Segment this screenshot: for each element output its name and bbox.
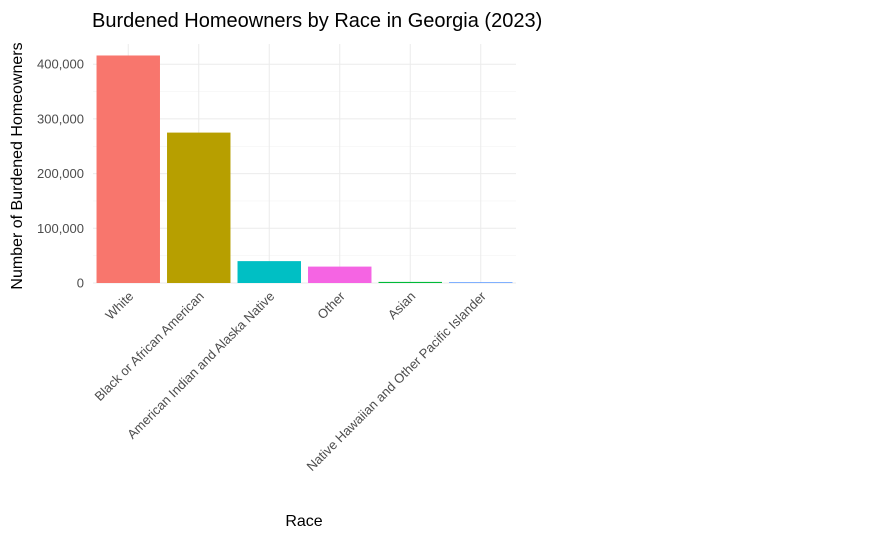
x-tick-label: White xyxy=(102,289,136,323)
x-tick-label: Other xyxy=(314,288,348,322)
bar-white xyxy=(96,55,160,284)
y-tick-label: 200,000 xyxy=(37,166,84,181)
y-axis-title: Number of Burdened Homeowners xyxy=(9,42,26,289)
chart-title: Burdened Homeowners by Race in Georgia (… xyxy=(92,10,542,32)
y-tick-label: 400,000 xyxy=(37,57,84,72)
bar-other xyxy=(308,266,372,283)
y-axis-tick-labels: 0 100,000 200,000 300,000 400,000 xyxy=(37,57,84,291)
y-tick-label: 100,000 xyxy=(37,221,84,236)
bar-native-hawaiian-and-other-pacific-islander xyxy=(449,282,513,283)
bars xyxy=(96,55,513,284)
x-axis-title: Race xyxy=(285,513,322,530)
grid-lines xyxy=(93,44,516,284)
y-tick-label: 0 xyxy=(77,276,84,291)
x-tick-label: American Indian and Alaska Native xyxy=(124,289,277,442)
bar-black-or-african-american xyxy=(167,132,231,283)
bar-american-indian-and-alaska-native xyxy=(237,261,301,283)
y-tick-label: 300,000 xyxy=(37,111,84,126)
bar-asian xyxy=(378,281,442,283)
x-tick-label: Asian xyxy=(385,289,419,323)
